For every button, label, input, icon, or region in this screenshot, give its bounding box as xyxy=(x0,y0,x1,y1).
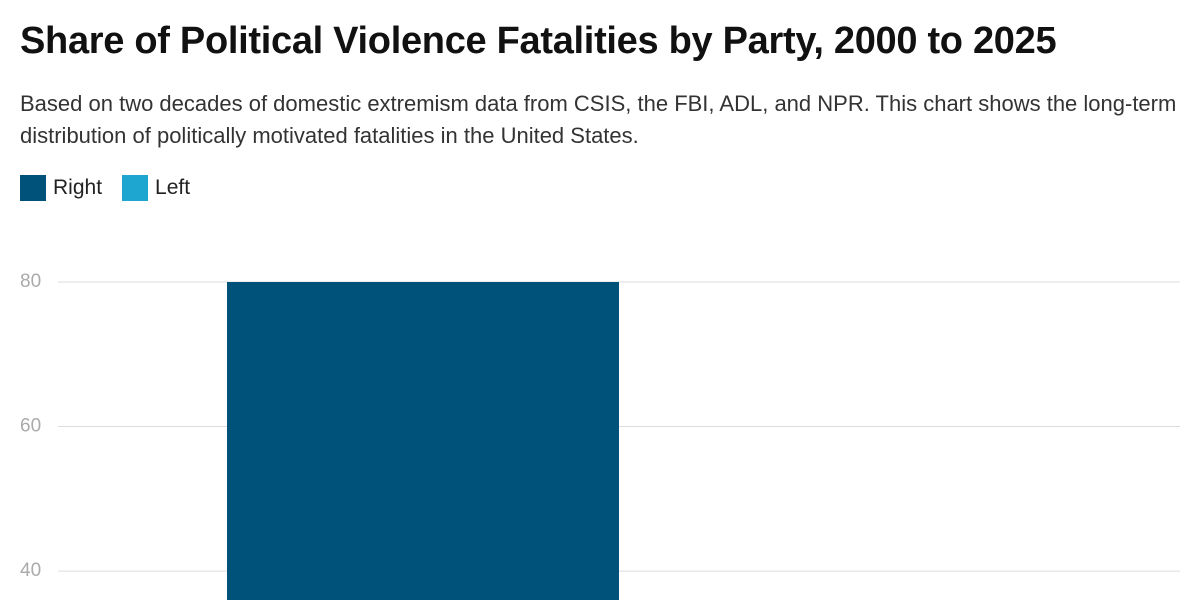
bar xyxy=(227,282,619,600)
legend-item: Right xyxy=(20,175,102,201)
legend-label: Right xyxy=(53,176,103,199)
legend-swatch xyxy=(20,175,46,201)
chart-title: Share of Political Violence Fatalities b… xyxy=(20,20,1057,62)
y-tick-label: 60 xyxy=(20,416,41,437)
legend-swatch xyxy=(122,175,149,201)
legend-item: Left xyxy=(122,175,190,201)
y-tick-label: 80 xyxy=(20,271,41,292)
chart-subtitle: Based on two decades of domestic extremi… xyxy=(20,91,1177,148)
y-tick-label: 40 xyxy=(20,560,41,581)
legend: Right Left xyxy=(20,175,190,201)
legend-label: Left xyxy=(155,176,191,199)
